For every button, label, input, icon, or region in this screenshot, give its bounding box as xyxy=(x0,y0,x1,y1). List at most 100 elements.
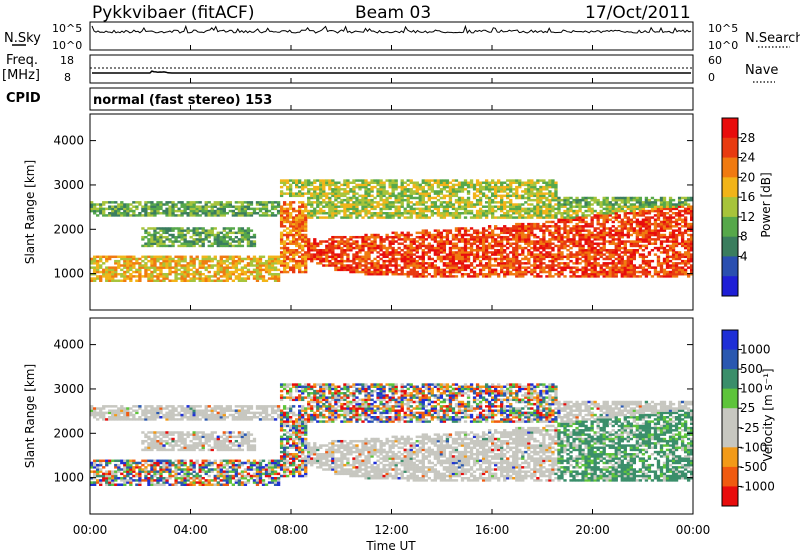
power-cell xyxy=(195,238,199,241)
power-cell xyxy=(415,264,419,267)
power-cell xyxy=(183,209,187,213)
power-cell xyxy=(448,272,453,276)
power-cell xyxy=(527,259,531,263)
power-cell xyxy=(147,279,151,282)
power-cell xyxy=(201,205,205,208)
power-cell xyxy=(433,207,438,211)
power-cell xyxy=(629,244,633,248)
power-cell xyxy=(659,205,664,208)
power-cell xyxy=(442,272,447,276)
power-cell xyxy=(638,209,643,213)
power-cell xyxy=(487,198,492,202)
power-cell xyxy=(680,244,685,248)
power-cell xyxy=(629,251,633,254)
power-cell xyxy=(611,259,615,263)
power-cell xyxy=(454,244,459,248)
power-cell xyxy=(487,264,492,267)
power-cell xyxy=(515,242,519,245)
power-cell xyxy=(469,242,474,245)
power-cell xyxy=(364,188,368,191)
power-cell xyxy=(120,268,124,272)
power-cell xyxy=(391,242,395,245)
power-cell xyxy=(524,227,528,230)
power-cell xyxy=(388,194,392,198)
power-cell xyxy=(629,207,633,211)
power-cell xyxy=(469,233,474,237)
power-cell xyxy=(677,203,682,206)
power-cell xyxy=(563,235,567,239)
power-cell xyxy=(542,240,546,243)
power-cell xyxy=(457,231,462,235)
power-cell xyxy=(337,259,341,263)
power-cell xyxy=(228,277,232,280)
power-cell xyxy=(433,264,438,267)
power-cell xyxy=(481,231,486,235)
power-cell xyxy=(674,214,679,217)
power-cell xyxy=(313,246,317,250)
power-cell xyxy=(114,270,118,274)
power-cell xyxy=(246,229,251,232)
power-cell xyxy=(243,270,248,274)
power-cell xyxy=(174,279,178,282)
power-cell xyxy=(234,240,239,243)
power-cell xyxy=(156,203,160,206)
power-cell xyxy=(198,272,202,276)
power-cell xyxy=(352,246,356,250)
power-cell xyxy=(560,253,564,256)
power-cell xyxy=(509,201,513,204)
power-cell xyxy=(460,246,465,250)
power-cell xyxy=(530,264,534,267)
power-cell xyxy=(358,249,362,252)
power-cell xyxy=(554,214,558,217)
power-cell xyxy=(581,275,585,278)
power-cell xyxy=(328,238,332,241)
power-cell xyxy=(421,196,425,200)
power-cell xyxy=(445,212,450,215)
power-cell xyxy=(415,188,419,191)
power-cell xyxy=(319,249,323,252)
power-cell xyxy=(638,275,643,278)
power-cell xyxy=(288,249,293,252)
power-cell xyxy=(602,268,606,272)
power-cell xyxy=(373,240,377,243)
power-cell xyxy=(560,205,564,208)
power-cell xyxy=(521,231,525,235)
power-cell xyxy=(620,196,624,200)
power-cell xyxy=(240,268,245,272)
power-cell xyxy=(545,244,549,248)
power-cell xyxy=(439,205,444,208)
power-cell xyxy=(608,201,612,204)
power-cell xyxy=(641,266,646,269)
power-cell xyxy=(246,244,251,248)
power-cell xyxy=(373,270,377,274)
power-cell xyxy=(611,225,615,228)
power-cell xyxy=(478,272,483,276)
power-cell xyxy=(460,259,465,263)
power-cell xyxy=(252,212,257,215)
power-cell xyxy=(584,238,588,241)
power-cell xyxy=(219,238,223,241)
power-cell xyxy=(418,264,422,267)
power-cell xyxy=(225,259,229,263)
power-cell xyxy=(355,201,359,204)
power-cell xyxy=(623,270,627,274)
power-cell xyxy=(165,229,169,232)
power-cell xyxy=(626,266,630,269)
power-cell xyxy=(677,214,682,217)
power-cell xyxy=(430,266,434,269)
power-cell xyxy=(445,266,450,269)
power-cell xyxy=(219,212,223,215)
power-cell xyxy=(382,198,386,202)
power-cell xyxy=(457,229,462,232)
power-cell xyxy=(204,266,208,269)
power-cell xyxy=(515,240,519,243)
power-cell xyxy=(162,275,166,278)
power-cell xyxy=(93,209,97,213)
power-cell xyxy=(252,264,257,267)
power-cell xyxy=(361,179,365,182)
power-cell xyxy=(382,251,386,254)
power-cell xyxy=(632,272,637,276)
power-cell xyxy=(367,242,371,245)
power-cell xyxy=(204,235,208,239)
power-cell xyxy=(123,272,127,276)
